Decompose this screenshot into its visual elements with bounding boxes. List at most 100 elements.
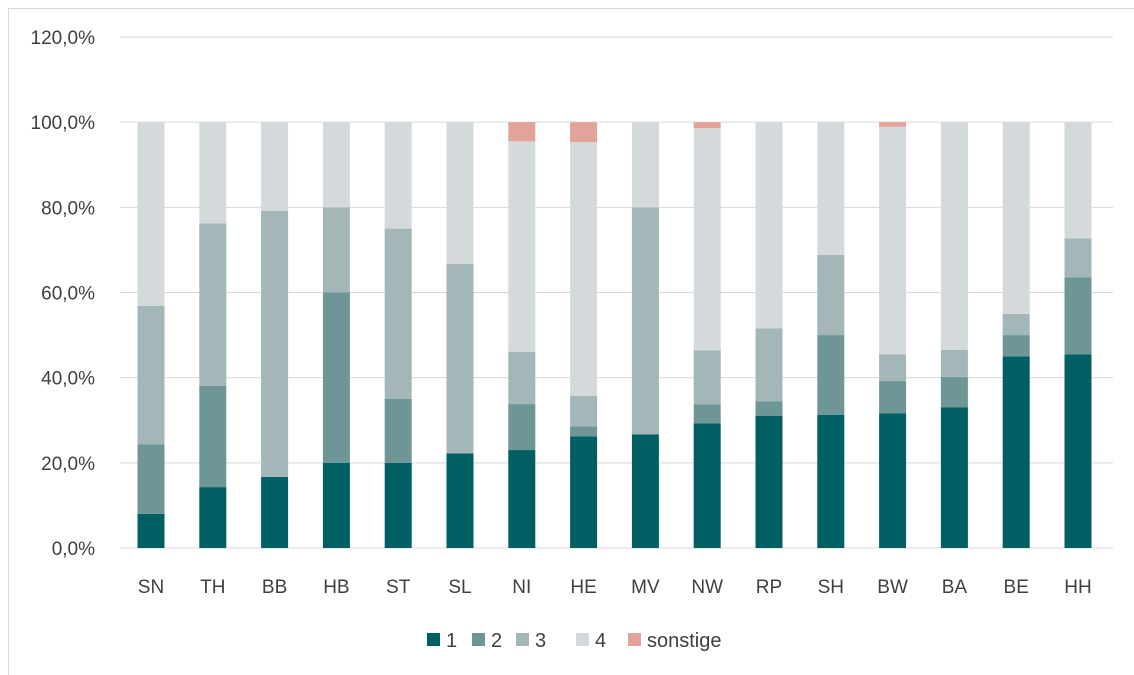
bar-segment-2	[755, 401, 783, 416]
x-tick-label: BE	[1004, 577, 1029, 598]
bar-segment-4	[261, 122, 289, 211]
legend-swatch	[516, 633, 529, 646]
bar-segment-2	[817, 335, 845, 415]
bar-segment-sonstige	[570, 122, 598, 143]
legend-swatch	[472, 633, 485, 646]
bar-stack-be	[1002, 122, 1030, 548]
bar-segment-4	[1064, 122, 1092, 239]
bar-segment-4	[570, 142, 598, 396]
bar-stack-sl	[446, 122, 474, 548]
legend-label: 1	[446, 630, 457, 652]
x-tick-label: BA	[942, 577, 968, 598]
bar-segment-4	[199, 122, 227, 224]
bar-segment-2	[693, 404, 721, 424]
bar-segment-2	[508, 404, 536, 451]
y-tick-label: 120,0%	[31, 28, 96, 49]
bar-segment-3	[755, 328, 783, 402]
x-tick-label: RP	[756, 577, 782, 598]
bar-segment-1	[199, 487, 227, 548]
bar-segment-sonstige	[508, 122, 536, 142]
x-tick-label: SL	[448, 577, 471, 598]
bar-segment-3	[693, 350, 721, 405]
bar-segment-1	[384, 462, 412, 548]
x-tick-label: NW	[691, 577, 723, 598]
bar-segment-1	[817, 414, 845, 548]
legend-swatch	[427, 633, 440, 646]
bar-stack-ba	[940, 122, 968, 548]
bar-segment-4	[817, 122, 845, 256]
bar-segment-1	[446, 453, 474, 548]
chart-frame	[8, 8, 1134, 675]
bar-segment-1	[570, 436, 598, 548]
x-tick-label: HE	[570, 577, 596, 598]
bar-stack-ni	[508, 122, 536, 548]
bar-stacks	[137, 122, 1092, 548]
bar-segment-4	[1002, 122, 1030, 314]
legend-label: sonstige	[647, 630, 722, 652]
y-tick-label: 100,0%	[31, 113, 96, 134]
bar-segment-3	[570, 395, 598, 427]
bar-segment-3	[322, 207, 350, 293]
bar-segment-1	[631, 434, 659, 548]
bar-stack-bb	[261, 122, 289, 548]
bar-segment-1	[261, 476, 289, 548]
bar-stack-hb	[322, 122, 350, 548]
bar-segment-4	[879, 126, 907, 355]
bar-segment-2	[1002, 335, 1030, 357]
bar-segment-2	[137, 444, 165, 514]
bar-segment-4	[137, 122, 165, 306]
bar-segment-3	[940, 349, 968, 377]
bar-segment-3	[879, 354, 907, 382]
bar-segment-4	[755, 122, 783, 329]
bar-stack-sh	[817, 122, 845, 548]
bar-stack-sn	[137, 122, 165, 548]
x-tick-label: SH	[818, 577, 844, 598]
legend-label: 2	[491, 630, 502, 652]
bar-segment-1	[1064, 354, 1092, 548]
bar-segment-3	[384, 228, 412, 399]
legend-label: 4	[595, 630, 606, 652]
bar-segment-3	[199, 223, 227, 386]
bar-segment-4	[322, 122, 350, 208]
legend-swatch	[628, 633, 641, 646]
x-tick-label: HB	[323, 577, 349, 598]
bar-segment-4	[508, 141, 536, 352]
bar-segment-3	[261, 210, 289, 477]
bar-segment-1	[879, 413, 907, 548]
bar-segment-1	[693, 423, 721, 548]
bar-stack-st	[384, 122, 412, 548]
bar-segment-2	[1064, 277, 1092, 355]
bar-segment-2	[322, 292, 350, 463]
bar-segment-3	[446, 263, 474, 454]
x-tick-label: HH	[1064, 577, 1091, 598]
y-tick-label: 80,0%	[41, 198, 95, 219]
x-axis-tick-labels: SN TH BB HB ST SL NI HE MV NW RP SH BW BA BE HH	[138, 577, 1092, 598]
bar-segment-4	[940, 122, 968, 350]
y-tick-label: 0,0%	[52, 539, 95, 560]
x-tick-label: SN	[138, 577, 164, 598]
bar-segment-sonstige	[693, 122, 721, 129]
bar-segment-3	[1064, 238, 1092, 278]
bar-segment-4	[446, 122, 474, 264]
bar-segment-1	[940, 407, 968, 548]
y-tick-label: 40,0%	[41, 369, 95, 390]
x-tick-label: BW	[877, 577, 908, 598]
x-tick-label: NI	[512, 577, 531, 598]
bar-stack-he	[570, 122, 598, 548]
bar-segment-sonstige	[879, 122, 907, 127]
legend-label: 3	[535, 630, 546, 652]
legend: 1 2 3 4 sonstige	[427, 630, 722, 652]
x-tick-label: MV	[631, 577, 660, 598]
bar-segment-2	[570, 426, 598, 437]
x-tick-label: BB	[262, 577, 287, 598]
x-tick-label: TH	[200, 577, 225, 598]
bar-segment-4	[631, 122, 659, 208]
bar-segment-4	[693, 128, 721, 351]
bar-stack-bw	[879, 122, 907, 548]
bar-stack-th	[199, 122, 227, 548]
bar-stack-mv	[631, 122, 659, 548]
bar-stack-nw	[693, 122, 721, 548]
y-axis-tick-labels: 0,0% 20,0% 40,0% 60,0% 80,0% 100,0% 120,0%	[31, 28, 96, 560]
x-tick-label: ST	[386, 577, 411, 598]
